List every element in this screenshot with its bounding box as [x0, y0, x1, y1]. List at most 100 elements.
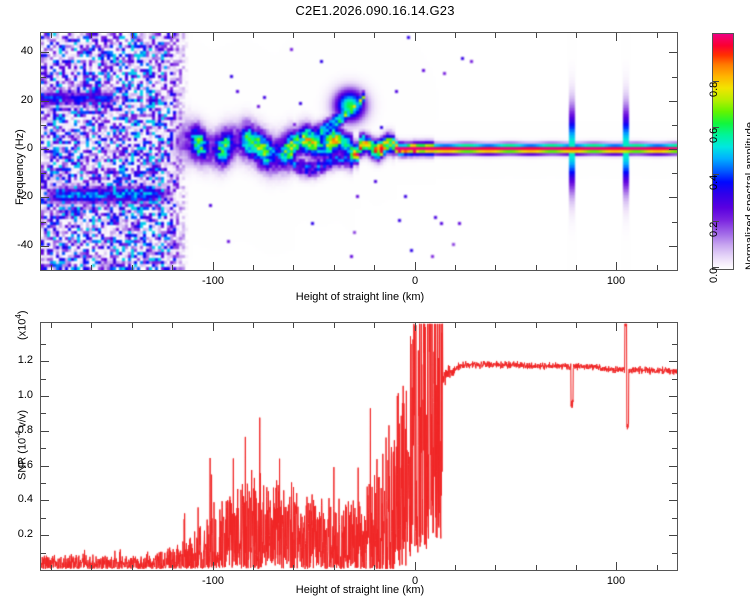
xtick-major-top	[616, 323, 617, 331]
colorbar-label: Normalized spectral amplitude	[744, 122, 750, 270]
xtick-minor-top	[132, 323, 133, 328]
xtick-minor-top	[576, 323, 577, 328]
xtick-minor	[495, 565, 496, 570]
ytick-major	[41, 466, 49, 467]
ytick-major	[41, 500, 49, 501]
xtick-minor	[455, 265, 456, 270]
xtick-major-top	[415, 33, 416, 41]
ytick-minor-right	[672, 518, 677, 519]
xtick-minor	[334, 265, 335, 270]
ytick-label: 1.2	[17, 354, 33, 366]
ytick-label: -20	[17, 190, 33, 202]
xtick-minor-top	[253, 323, 254, 328]
ytick-minor	[41, 173, 46, 174]
multiplier-exponent: 4	[14, 314, 23, 319]
ytick-minor	[41, 518, 46, 519]
multiplier-main: (x10	[16, 318, 29, 340]
xtick-minor	[253, 265, 254, 270]
ytick-minor	[41, 77, 46, 78]
xtick-label: -100	[201, 275, 225, 287]
ytick-minor	[41, 553, 46, 554]
xtick-minor-top	[657, 33, 658, 38]
xtick-minor	[253, 565, 254, 570]
ytick-major	[41, 197, 49, 198]
snr-xlabel: Height of straight line (km)	[295, 584, 425, 596]
xtick-minor	[374, 265, 375, 270]
xtick-major	[213, 562, 214, 570]
ytick-major	[41, 431, 49, 432]
colorbar-tick-label: 0.2	[708, 221, 720, 237]
colorbar-tick-label: 0.0	[708, 267, 720, 283]
colorbar-tick-label: 0.4	[708, 174, 720, 190]
ytick-label: 40	[20, 45, 33, 57]
xtick-minor-top	[374, 33, 375, 38]
xtick-major	[616, 262, 617, 270]
xtick-label: 0	[411, 575, 419, 587]
xtick-minor-top	[51, 33, 52, 38]
figure-title: C2E1.2026.090.16.14.G23	[295, 3, 455, 18]
xtick-minor	[576, 265, 577, 270]
xtick-minor	[374, 565, 375, 570]
ytick-minor	[41, 379, 46, 380]
ytick-major-right	[669, 535, 677, 536]
xtick-minor	[132, 265, 133, 270]
ytick-major	[41, 149, 49, 150]
xtick-minor-top	[91, 323, 92, 328]
ytick-major-right	[669, 101, 677, 102]
xtick-minor-top	[293, 323, 294, 328]
xtick-minor-top	[536, 323, 537, 328]
xtick-minor-top	[576, 33, 577, 38]
xtick-label: 100	[606, 275, 626, 287]
ytick-minor-right	[672, 222, 677, 223]
ytick-minor-right	[672, 77, 677, 78]
ytick-minor	[41, 125, 46, 126]
ytick-label: -40	[17, 239, 33, 251]
ytick-label: 0	[26, 142, 33, 154]
xtick-minor-top	[172, 323, 173, 328]
xtick-minor-top	[334, 323, 335, 328]
xtick-minor-top	[91, 33, 92, 38]
ytick-major	[41, 535, 49, 536]
xtick-minor	[293, 565, 294, 570]
xtick-minor	[91, 565, 92, 570]
xtick-minor	[455, 565, 456, 570]
colorbar-tick	[713, 127, 719, 128]
xtick-label: 100	[606, 575, 626, 587]
ytick-minor-right	[672, 553, 677, 554]
multiplier-tail: )	[16, 310, 29, 315]
xtick-minor-top	[172, 33, 173, 38]
colorbar-tick-label: 0.8	[708, 81, 720, 97]
xtick-minor	[293, 265, 294, 270]
snr-canvas	[41, 323, 677, 570]
xtick-minor-top	[495, 33, 496, 38]
xtick-minor	[172, 265, 173, 270]
ytick-major	[41, 101, 49, 102]
ytick-minor-right	[672, 413, 677, 414]
xtick-minor	[51, 265, 52, 270]
ytick-major-right	[669, 396, 677, 397]
xtick-major-top	[616, 33, 617, 41]
xtick-minor	[91, 265, 92, 270]
xtick-major-top	[415, 323, 416, 331]
ytick-major-right	[669, 52, 677, 53]
ytick-minor-right	[672, 379, 677, 380]
xtick-label: -100	[201, 575, 225, 587]
ytick-major-right	[669, 466, 677, 467]
xtick-minor-top	[253, 33, 254, 38]
xtick-major	[616, 562, 617, 570]
ytick-major-right	[669, 149, 677, 150]
ytick-major-right	[669, 361, 677, 362]
ytick-label: 1.0	[17, 389, 33, 401]
xtick-major	[213, 262, 214, 270]
xtick-minor-top	[657, 323, 658, 328]
spectrogram-ylabel: Frequency (Hz)	[14, 129, 26, 205]
ytick-major-right	[669, 500, 677, 501]
xtick-minor	[536, 265, 537, 270]
colorbar-tick	[713, 81, 719, 82]
ytick-minor-right	[672, 173, 677, 174]
xtick-minor	[657, 565, 658, 570]
ytick-minor-right	[672, 448, 677, 449]
ytick-major-right	[669, 431, 677, 432]
xtick-minor-top	[455, 33, 456, 38]
snr-ylabel-tail: v/v)	[16, 409, 29, 431]
